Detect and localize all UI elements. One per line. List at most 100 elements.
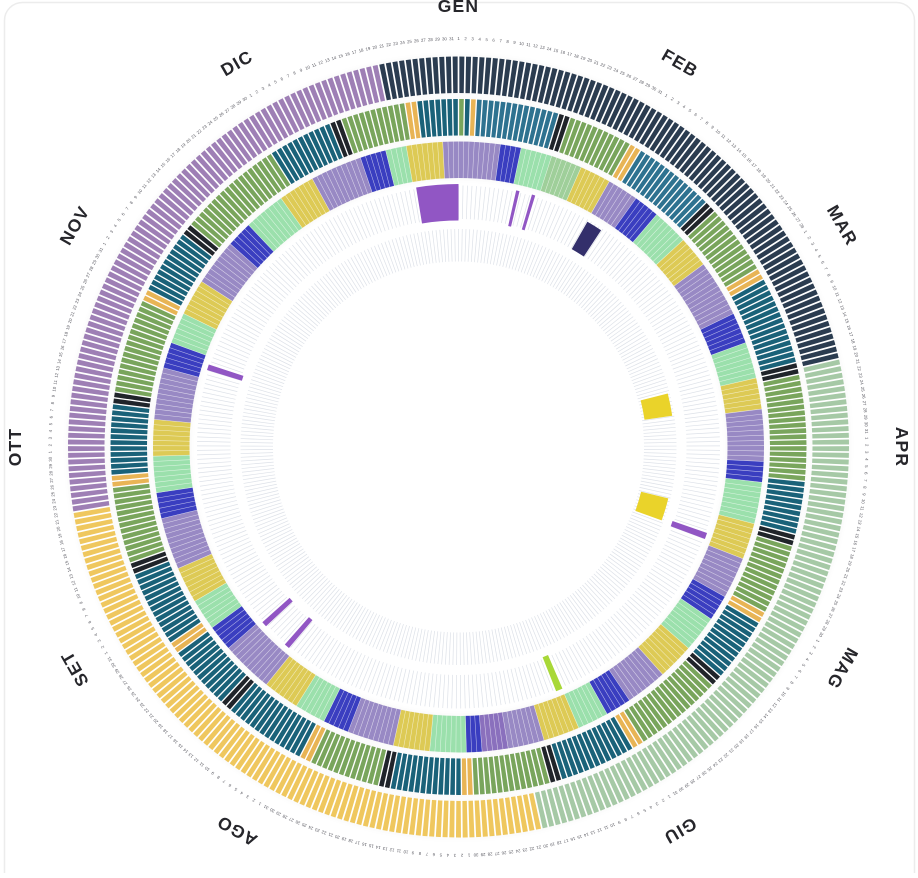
svg-text:12: 12 xyxy=(145,177,152,184)
svg-text:5: 5 xyxy=(485,37,488,42)
svg-text:OTT: OTT xyxy=(5,428,25,467)
svg-text:11: 11 xyxy=(834,291,841,298)
svg-text:7: 7 xyxy=(863,479,868,482)
svg-text:8: 8 xyxy=(81,607,87,612)
svg-text:19: 19 xyxy=(760,172,767,179)
svg-text:25: 25 xyxy=(833,600,840,607)
svg-text:14: 14 xyxy=(736,147,743,154)
svg-text:14: 14 xyxy=(182,747,189,754)
svg-text:15: 15 xyxy=(844,318,850,325)
svg-text:10: 10 xyxy=(203,765,210,772)
svg-text:23: 23 xyxy=(314,827,321,834)
svg-text:30: 30 xyxy=(94,252,101,259)
svg-text:16: 16 xyxy=(846,324,852,331)
svg-text:5: 5 xyxy=(233,786,238,792)
svg-text:16: 16 xyxy=(62,553,68,560)
svg-text:18: 18 xyxy=(755,167,762,174)
svg-text:22: 22 xyxy=(856,366,862,372)
svg-text:7: 7 xyxy=(286,73,291,79)
svg-text:29: 29 xyxy=(91,259,98,266)
svg-text:21: 21 xyxy=(842,573,848,580)
svg-text:14: 14 xyxy=(155,166,162,173)
svg-text:17: 17 xyxy=(354,840,360,846)
svg-text:28: 28 xyxy=(863,408,868,414)
svg-text:5: 5 xyxy=(642,808,647,814)
svg-text:25: 25 xyxy=(79,284,86,291)
svg-text:19: 19 xyxy=(65,324,71,331)
svg-text:12: 12 xyxy=(533,43,539,49)
svg-text:28: 28 xyxy=(117,673,124,680)
svg-text:8: 8 xyxy=(789,680,795,685)
svg-text:17: 17 xyxy=(351,49,357,55)
svg-text:11: 11 xyxy=(776,696,783,703)
svg-text:31: 31 xyxy=(262,804,269,811)
svg-text:20: 20 xyxy=(372,44,378,50)
svg-text:24: 24 xyxy=(134,696,141,703)
svg-text:14: 14 xyxy=(842,311,848,318)
svg-text:27: 27 xyxy=(494,851,500,856)
svg-text:5: 5 xyxy=(439,852,442,857)
svg-text:16: 16 xyxy=(171,737,178,744)
svg-text:3: 3 xyxy=(654,801,659,807)
svg-text:11: 11 xyxy=(720,133,727,140)
svg-text:26: 26 xyxy=(626,73,633,80)
svg-text:APR: APR xyxy=(892,427,912,468)
svg-text:26: 26 xyxy=(861,393,867,399)
svg-text:27: 27 xyxy=(421,37,427,42)
svg-text:20: 20 xyxy=(765,177,772,184)
svg-text:20: 20 xyxy=(55,526,61,532)
svg-text:1: 1 xyxy=(248,92,253,98)
svg-text:13: 13 xyxy=(767,707,774,714)
svg-text:23: 23 xyxy=(201,123,208,130)
svg-text:12: 12 xyxy=(858,512,864,518)
svg-text:19: 19 xyxy=(365,46,371,52)
svg-text:5: 5 xyxy=(817,254,823,259)
svg-text:25: 25 xyxy=(619,70,626,77)
svg-text:22: 22 xyxy=(722,752,729,759)
svg-text:23: 23 xyxy=(717,757,724,764)
svg-text:2: 2 xyxy=(251,797,256,803)
svg-text:28: 28 xyxy=(428,37,434,42)
svg-text:3: 3 xyxy=(676,100,681,106)
svg-text:22: 22 xyxy=(386,42,392,48)
svg-text:4: 4 xyxy=(267,82,272,88)
svg-text:24: 24 xyxy=(711,761,718,768)
svg-text:6: 6 xyxy=(797,669,803,674)
svg-text:5: 5 xyxy=(801,663,807,668)
svg-text:15: 15 xyxy=(576,834,583,840)
svg-text:14: 14 xyxy=(583,832,590,838)
svg-text:12: 12 xyxy=(54,372,60,378)
svg-text:18: 18 xyxy=(850,338,856,345)
svg-text:17: 17 xyxy=(169,151,176,158)
svg-text:30: 30 xyxy=(473,852,479,857)
svg-text:18: 18 xyxy=(162,728,169,735)
svg-text:15: 15 xyxy=(58,351,64,357)
svg-text:4: 4 xyxy=(93,632,99,637)
svg-text:27: 27 xyxy=(695,774,702,781)
svg-text:10: 10 xyxy=(831,285,838,292)
svg-text:5: 5 xyxy=(116,217,122,222)
svg-text:13: 13 xyxy=(150,172,157,179)
svg-text:13: 13 xyxy=(730,142,737,149)
svg-text:4: 4 xyxy=(239,790,244,796)
svg-text:28: 28 xyxy=(638,79,645,86)
svg-text:12: 12 xyxy=(771,702,778,709)
svg-text:24: 24 xyxy=(76,291,83,298)
svg-text:31: 31 xyxy=(106,655,113,662)
svg-text:6: 6 xyxy=(693,112,698,118)
svg-text:16: 16 xyxy=(852,540,858,546)
svg-text:22: 22 xyxy=(529,846,535,852)
svg-text:6: 6 xyxy=(636,811,641,817)
svg-text:14: 14 xyxy=(546,46,552,52)
svg-text:6: 6 xyxy=(863,472,868,475)
svg-text:19: 19 xyxy=(157,722,164,729)
svg-text:2: 2 xyxy=(105,235,111,240)
svg-text:20: 20 xyxy=(67,317,73,324)
svg-text:9: 9 xyxy=(210,770,215,776)
svg-text:12: 12 xyxy=(837,298,844,305)
svg-text:10: 10 xyxy=(609,822,616,829)
svg-text:2: 2 xyxy=(464,36,467,41)
svg-text:30: 30 xyxy=(864,422,869,428)
svg-text:13: 13 xyxy=(857,519,863,525)
svg-text:4: 4 xyxy=(813,248,819,253)
